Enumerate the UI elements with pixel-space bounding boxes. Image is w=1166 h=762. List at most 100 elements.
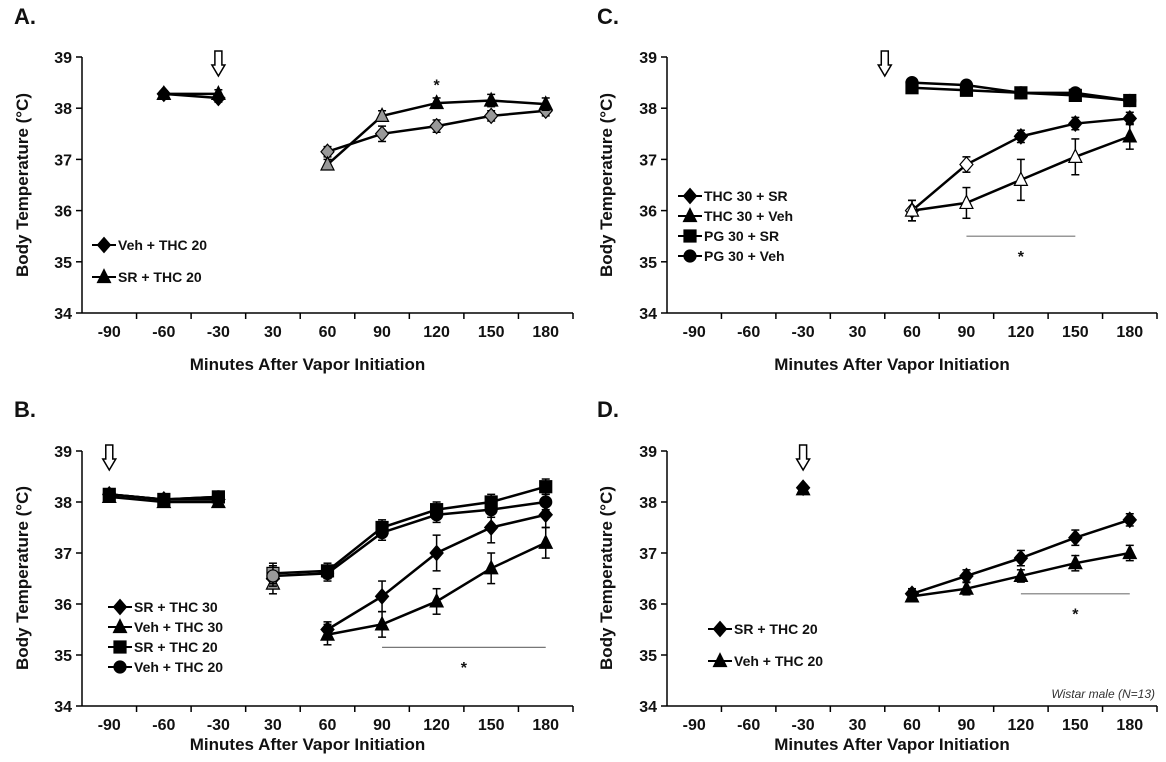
data-point (430, 508, 444, 522)
y-tick-label: 37 (54, 546, 72, 563)
significance-star: * (1018, 249, 1025, 266)
legend-label: SR + THC 20 (734, 621, 818, 637)
data-point (1068, 115, 1083, 132)
x-tick-label: 30 (849, 324, 867, 341)
panel-letter: B. (14, 397, 36, 422)
data-point (538, 95, 554, 111)
data-point (958, 194, 974, 210)
x-tick-label: 90 (373, 717, 391, 734)
significance-star: * (433, 78, 440, 95)
legend-label: Veh + THC 30 (134, 619, 223, 635)
legend-marker (112, 598, 128, 616)
data-point (483, 107, 499, 125)
data-point (538, 533, 554, 549)
y-tick-label: 39 (54, 50, 72, 67)
x-tick-label: 150 (478, 324, 505, 341)
series-line (272, 500, 546, 578)
data-point (211, 490, 225, 504)
data-point (795, 480, 811, 496)
panel-c: C. 34 35 36 37 38 39 -90 -60 -30 30 60 90 120 150 180 Bo… (597, 4, 1158, 374)
data-point (904, 201, 920, 217)
y-tick-label: 38 (54, 495, 72, 512)
data-point (1013, 127, 1029, 145)
data-point (320, 625, 335, 641)
y-tick-label: 34 (639, 699, 657, 716)
legend-marker (96, 236, 112, 254)
legend-marker (683, 249, 697, 263)
y-tick-label: 35 (54, 648, 72, 665)
series-veh-thc-20: Veh + THC 20 (708, 480, 1138, 669)
y-tick-label: 39 (639, 444, 657, 461)
y-tick-label: 34 (639, 306, 657, 323)
data-point (374, 615, 390, 631)
x-tick-label: 120 (1008, 717, 1035, 734)
series-pg-30-veh: PG 30 + Veh (678, 75, 1137, 264)
series-thc-30-sr: THC 30 + SR (678, 110, 1138, 222)
x-tick-label: 60 (903, 324, 921, 341)
legend-label: Veh + THC 20 (734, 653, 823, 669)
legend-label: PG 30 + SR (704, 228, 779, 244)
series-line (272, 485, 547, 575)
data-point (156, 85, 172, 100)
data-point (1122, 127, 1138, 143)
data-point (374, 125, 390, 143)
x-tick-label: 180 (1116, 324, 1143, 341)
x-tick-label: -60 (737, 717, 760, 734)
y-tick-label: 38 (639, 495, 657, 512)
x-tick-label: 120 (423, 717, 450, 734)
panel-letter: C. (597, 4, 619, 29)
data-point (483, 519, 499, 536)
legend-marker (683, 229, 697, 243)
data-point (210, 85, 226, 100)
data-point (374, 107, 390, 122)
data-point (1013, 567, 1029, 583)
data-point (375, 525, 389, 540)
y-tick-label: 39 (639, 50, 657, 67)
data-point (429, 117, 444, 135)
y-tick-label: 39 (54, 444, 72, 461)
x-tick-label: 60 (319, 324, 337, 341)
data-point (1122, 511, 1138, 529)
data-point (1013, 171, 1029, 186)
x-tick-label: 90 (958, 324, 976, 341)
y-tick-label: 37 (639, 546, 657, 563)
legend-label: SR + THC 30 (134, 599, 218, 615)
y-tick-label: 37 (54, 152, 72, 169)
panel-a: A. 34 35 36 37 38 39 -90 -60 -30 30 60 90 120 150 180 Bo… (13, 4, 574, 374)
data-point (539, 480, 553, 494)
data-point (959, 156, 974, 173)
y-axis-label: Body Temperature (°C) (13, 93, 32, 277)
x-axis-label: Minutes After Vapor Initiation (774, 735, 1010, 754)
data-point (1122, 544, 1138, 560)
legend-marker (682, 187, 698, 205)
data-point (374, 587, 390, 605)
x-tick-label: 150 (1062, 324, 1089, 341)
legend-marker (712, 620, 728, 638)
x-tick-label: -90 (98, 717, 121, 734)
x-tick-label: 150 (478, 717, 505, 734)
series-veh-thc-20: Veh + THC 20 (102, 487, 553, 675)
data-point (484, 503, 498, 517)
y-tick-label: 36 (639, 597, 657, 614)
x-tick-label: 180 (1116, 717, 1143, 734)
data-point (1067, 147, 1083, 163)
x-tick-label: 60 (903, 717, 921, 734)
legend-marker (712, 652, 728, 668)
data-point (483, 91, 499, 107)
x-tick-label: 120 (423, 324, 450, 341)
y-axis-label: Body Temperature (°C) (597, 486, 616, 670)
x-tick-label: -30 (792, 717, 815, 734)
y-tick-label: 35 (54, 255, 72, 272)
y-tick-label: 36 (54, 204, 72, 221)
x-tick-label: 90 (958, 717, 976, 734)
data-point (959, 78, 974, 92)
data-point (1068, 529, 1083, 547)
panel-letter: D. (597, 397, 619, 422)
panel-note: Wistar male (N=13) (1051, 687, 1155, 701)
legend-label: SR + THC 20 (118, 269, 202, 285)
panel-d: D. 34 35 36 37 38 39 -90 -60 -30 30 60 90 120 150 180 Bo… (597, 397, 1158, 754)
data-point (1123, 93, 1137, 108)
legend-label: THC 30 + SR (704, 188, 788, 204)
data-point (1014, 86, 1028, 100)
